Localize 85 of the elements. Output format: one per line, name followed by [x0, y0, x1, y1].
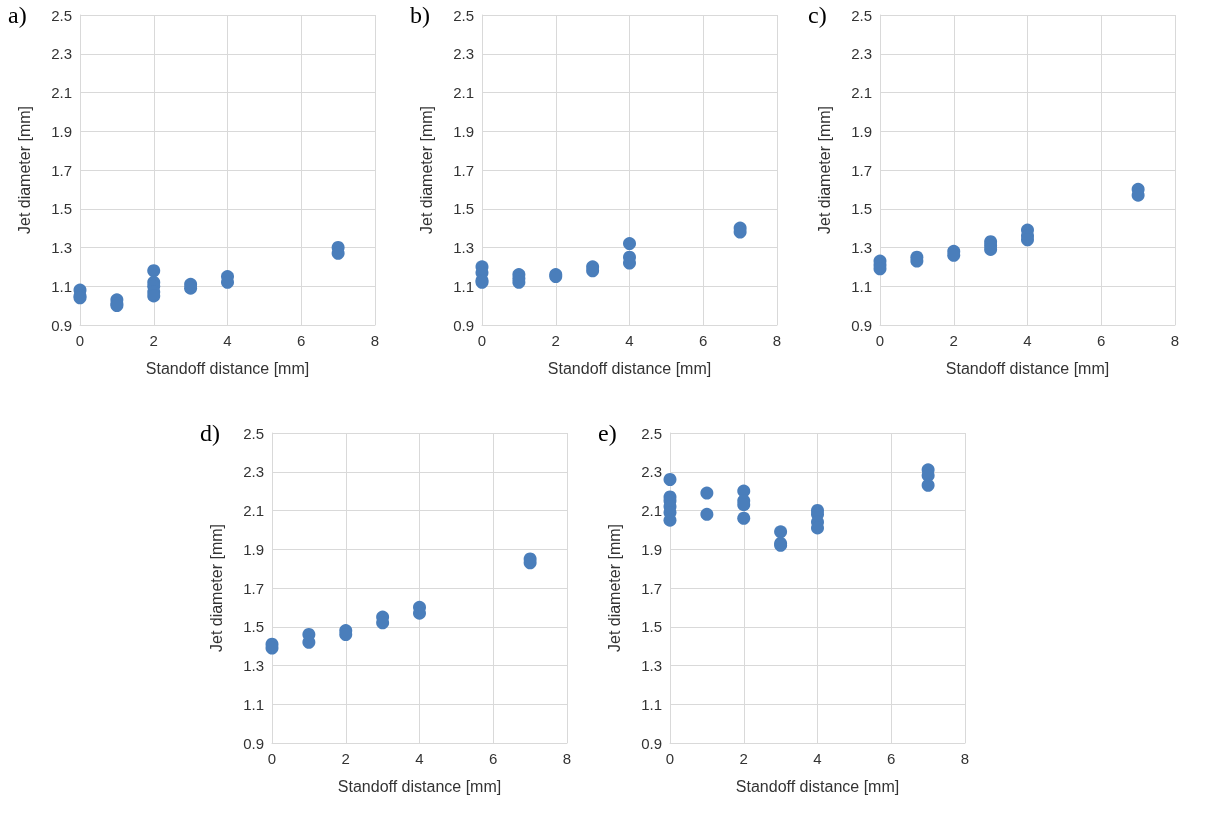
- x-tick-label: 8: [960, 750, 970, 767]
- y-tick-label: 2.3: [851, 45, 872, 63]
- y-tick-label: 2.5: [641, 424, 662, 442]
- y-tick-label: 2.1: [453, 84, 474, 101]
- x-tick-label: 0: [875, 332, 885, 349]
- y-axis-title: Jet diameter [mm]: [15, 105, 33, 235]
- y-tick-label: 1.5: [51, 200, 72, 218]
- x-tick-label: 2: [739, 750, 748, 767]
- x-tick-label: 4: [415, 750, 424, 767]
- x-tick-label: 0: [477, 332, 487, 349]
- y-tick-label: 2.3: [243, 463, 264, 481]
- x-tick-label: 2: [341, 750, 350, 767]
- y-tick-label: 0.9: [51, 316, 72, 334]
- x-tick-label: 8: [772, 332, 782, 349]
- y-tick-label: 1.5: [851, 200, 872, 218]
- x-tick-label: 6: [489, 750, 498, 767]
- chart-title: b): [410, 2, 430, 29]
- y-tick-label: 0.9: [851, 316, 872, 334]
- chart-title: e): [598, 420, 617, 447]
- y-tick-label: 1.3: [641, 657, 662, 674]
- y-axis-title: Jet diameter [mm]: [605, 523, 623, 653]
- x-tick-label: 6: [699, 332, 708, 349]
- y-tick-label: 0.9: [641, 734, 662, 752]
- y-tick-label: 1.1: [453, 277, 474, 295]
- x-axis-title: Standoff distance [mm]: [945, 359, 1110, 377]
- y-tick-label: 1.7: [243, 579, 264, 597]
- y-tick-label: 1.1: [641, 695, 662, 713]
- x-tick-label: 8: [562, 750, 572, 767]
- y-tick-label: 2.5: [51, 6, 72, 24]
- y-tick-label: 2.5: [851, 6, 872, 24]
- x-tick-label: 0: [665, 750, 675, 767]
- y-tick-label: 1.5: [641, 618, 662, 636]
- y-tick-label: 2.3: [453, 45, 474, 63]
- y-tick-label: 1.1: [243, 695, 264, 713]
- y-tick-label: 2.1: [243, 502, 264, 519]
- y-tick-label: 1.9: [453, 122, 474, 140]
- x-tick-label: 0: [267, 750, 277, 767]
- y-tick-label: 1.9: [243, 540, 264, 558]
- x-tick-label: 0: [75, 332, 85, 349]
- x-tick-label: 2: [551, 332, 560, 349]
- y-tick-label: 1.9: [851, 122, 872, 140]
- chart-title: c): [808, 2, 827, 29]
- x-tick-label: 4: [813, 750, 822, 767]
- y-tick-label: 1.7: [851, 161, 872, 179]
- y-tick-label: 2.3: [51, 45, 72, 63]
- y-tick-label: 0.9: [243, 734, 264, 752]
- x-axis-title: Standoff distance [mm]: [547, 359, 712, 377]
- y-tick-label: 2.3: [641, 463, 662, 481]
- y-tick-label: 2.1: [641, 502, 662, 519]
- y-tick-label: 1.9: [641, 540, 662, 558]
- x-tick-label: 2: [949, 332, 958, 349]
- y-tick-label: 2.1: [51, 84, 72, 101]
- x-axis-title: Standoff distance [mm]: [337, 777, 502, 795]
- chart-title: a): [8, 2, 27, 29]
- y-tick-label: 1.5: [243, 618, 264, 636]
- y-tick-label: 1.1: [51, 277, 72, 295]
- y-tick-label: 1.3: [851, 239, 872, 256]
- x-axis-title: Standoff distance [mm]: [145, 359, 310, 377]
- y-tick-label: 2.1: [851, 84, 872, 101]
- y-tick-label: 0.9: [453, 316, 474, 334]
- x-tick-label: 6: [887, 750, 896, 767]
- y-tick-label: 1.1: [851, 277, 872, 295]
- x-axis-title: Standoff distance [mm]: [735, 777, 900, 795]
- x-tick-label: 4: [1023, 332, 1032, 349]
- y-axis-title: Jet diameter [mm]: [815, 105, 833, 235]
- x-tick-label: 4: [223, 332, 232, 349]
- y-tick-label: 1.7: [51, 161, 72, 179]
- y-tick-label: 2.5: [453, 6, 474, 24]
- y-tick-label: 1.3: [453, 239, 474, 256]
- x-tick-label: 6: [1097, 332, 1106, 349]
- y-tick-label: 1.3: [243, 657, 264, 674]
- x-tick-label: 8: [370, 332, 380, 349]
- y-tick-label: 1.7: [641, 579, 662, 597]
- x-tick-label: 8: [1170, 332, 1180, 349]
- x-tick-label: 2: [149, 332, 158, 349]
- y-tick-label: 1.9: [51, 122, 72, 140]
- y-axis-title: Jet diameter [mm]: [417, 105, 435, 235]
- x-tick-label: 4: [625, 332, 634, 349]
- y-tick-label: 1.5: [453, 200, 474, 218]
- y-tick-label: 2.5: [243, 424, 264, 442]
- y-tick-label: 1.7: [453, 161, 474, 179]
- x-tick-label: 6: [297, 332, 306, 349]
- chart-title: d): [200, 420, 220, 447]
- y-axis-title: Jet diameter [mm]: [207, 523, 225, 653]
- y-tick-label: 1.3: [51, 239, 72, 256]
